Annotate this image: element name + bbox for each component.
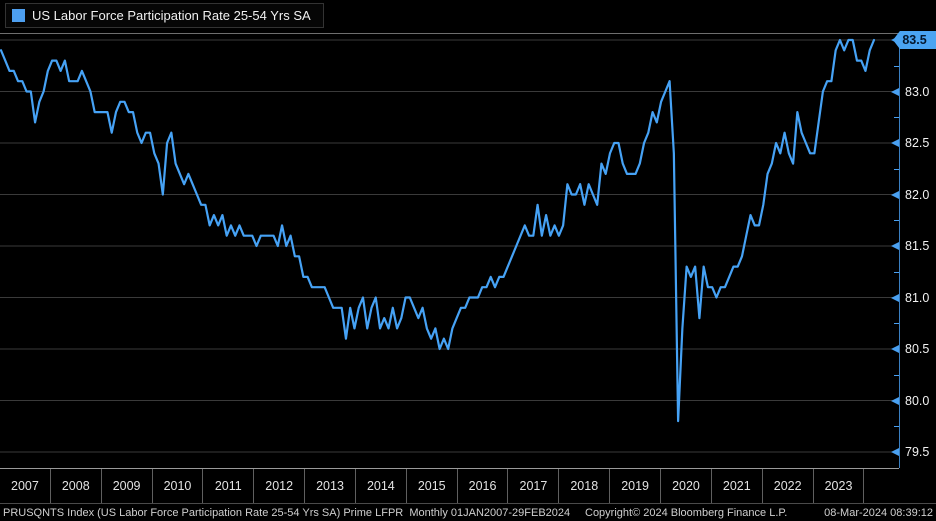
y-axis-label[interactable]: 80.0	[905, 393, 930, 408]
status-bar: PRUSQNTS Index (US Labor Force Participa…	[0, 505, 936, 521]
y-tick-arrow-icon	[891, 87, 899, 96]
x-axis-year-label: 2019	[621, 479, 650, 493]
y-minor-tick	[894, 272, 899, 273]
series-swatch-icon	[12, 9, 25, 22]
x-axis-year-label: 2021	[722, 479, 751, 493]
y-axis-label[interactable]: 80.5	[905, 342, 930, 356]
y-axis-label[interactable]: 82.0	[905, 187, 930, 202]
x-axis-year-label: 2022	[773, 479, 802, 493]
copyright-text: Copyright© 2024 Bloomberg Finance L.P.	[585, 507, 788, 519]
last-value-tag: 83.5	[893, 31, 936, 49]
y-tick-arrow-icon	[891, 139, 899, 147]
x-axis-year-label: 2010	[163, 479, 192, 493]
y-axis-label[interactable]: 83.0	[905, 84, 930, 99]
y-tick-arrow-icon	[891, 345, 899, 353]
last-value-label: 83.5	[902, 33, 927, 47]
x-axis-year-cell[interactable]: 2011	[203, 469, 255, 503]
y-minor-tick	[894, 220, 899, 221]
y-tick-arrow-icon	[891, 448, 899, 456]
y-minor-tick	[894, 169, 899, 170]
x-axis-year-cell[interactable]: 2012	[254, 469, 306, 503]
x-axis-year-cell[interactable]: 2017	[509, 469, 560, 503]
y-minor-tick	[894, 117, 899, 118]
x-axis-year-cell[interactable]: 2010	[153, 469, 204, 503]
x-axis-year-cell[interactable]: 2013	[305, 469, 356, 503]
y-tick-arrow-icon	[891, 242, 899, 250]
x-axis-year-label: 2016	[468, 479, 497, 493]
y-axis-label[interactable]: 81.0	[905, 290, 930, 305]
x-axis-year-cell[interactable]: 2022	[763, 469, 814, 503]
y-axis-line[interactable]	[899, 33, 900, 468]
y-axis-label[interactable]: 81.5	[905, 239, 930, 253]
x-axis-bottom-border	[0, 503, 936, 504]
y-minor-tick	[894, 375, 899, 376]
ticker-description: PRUSQNTS Index (US Labor Force Participa…	[3, 507, 571, 519]
x-axis-year-cell[interactable]: 2014	[356, 469, 407, 503]
x-axis-year-label: 2023	[824, 479, 853, 493]
x-axis-year-label: 2018	[570, 479, 599, 493]
plot-top-border	[0, 33, 936, 34]
y-minor-tick	[894, 323, 899, 324]
x-axis-year-cell[interactable]: 2020	[661, 469, 712, 503]
x-axis-year-cell[interactable]: 2018	[559, 469, 611, 503]
x-axis-year-label: 2014	[366, 479, 395, 493]
x-axis-year-label: 2011	[214, 479, 242, 493]
data-line[interactable]	[0, 38, 876, 423]
x-axis-year-cell[interactable]: 2007	[0, 469, 51, 503]
x-axis-year-label: 2020	[672, 479, 700, 493]
x-axis-year-label: 2009	[112, 479, 141, 493]
y-minor-tick	[894, 426, 899, 427]
x-axis-year-cell[interactable]: 2009	[102, 469, 153, 503]
x-axis-year-cell[interactable]: 2023	[814, 469, 865, 503]
x-axis-year-cell[interactable]: 2021	[712, 469, 763, 503]
x-axis-year-cell[interactable]: 2015	[407, 469, 458, 503]
y-axis-label[interactable]: 82.5	[905, 136, 930, 150]
y-axis-label[interactable]: 79.5	[905, 445, 930, 459]
x-axis-line	[0, 468, 899, 469]
x-axis-year-label: 2013	[316, 479, 344, 493]
x-axis-year-cell[interactable]: 2019	[610, 469, 662, 503]
y-tick-arrow-icon	[891, 293, 899, 302]
timestamp: 08-Mar-2024 08:39:12	[824, 507, 933, 519]
line-chart-plot-area[interactable]	[0, 0, 899, 468]
x-axis-year-label: 2012	[265, 479, 294, 493]
x-axis-year-cell[interactable]: 2008	[51, 469, 102, 503]
series-label: US Labor Force Participation Rate 25-54 …	[32, 8, 311, 23]
y-minor-tick	[894, 66, 899, 67]
x-axis-year-label: 2007	[11, 479, 39, 493]
x-axis-year-cell[interactable]: 2016	[458, 469, 509, 503]
x-axis-year-label: 2017	[519, 479, 548, 493]
x-axis-year-label: 2008	[61, 479, 90, 493]
x-axis-year-label: 2015	[417, 479, 446, 493]
y-tick-arrow-icon	[891, 190, 899, 199]
legend[interactable]: US Labor Force Participation Rate 25-54 …	[5, 3, 324, 28]
x-axis[interactable]: 2007 2008 2009 2010 2011 2012 2013 2014 2015 2016…	[0, 468, 936, 503]
y-tick-arrow-icon	[891, 396, 899, 405]
